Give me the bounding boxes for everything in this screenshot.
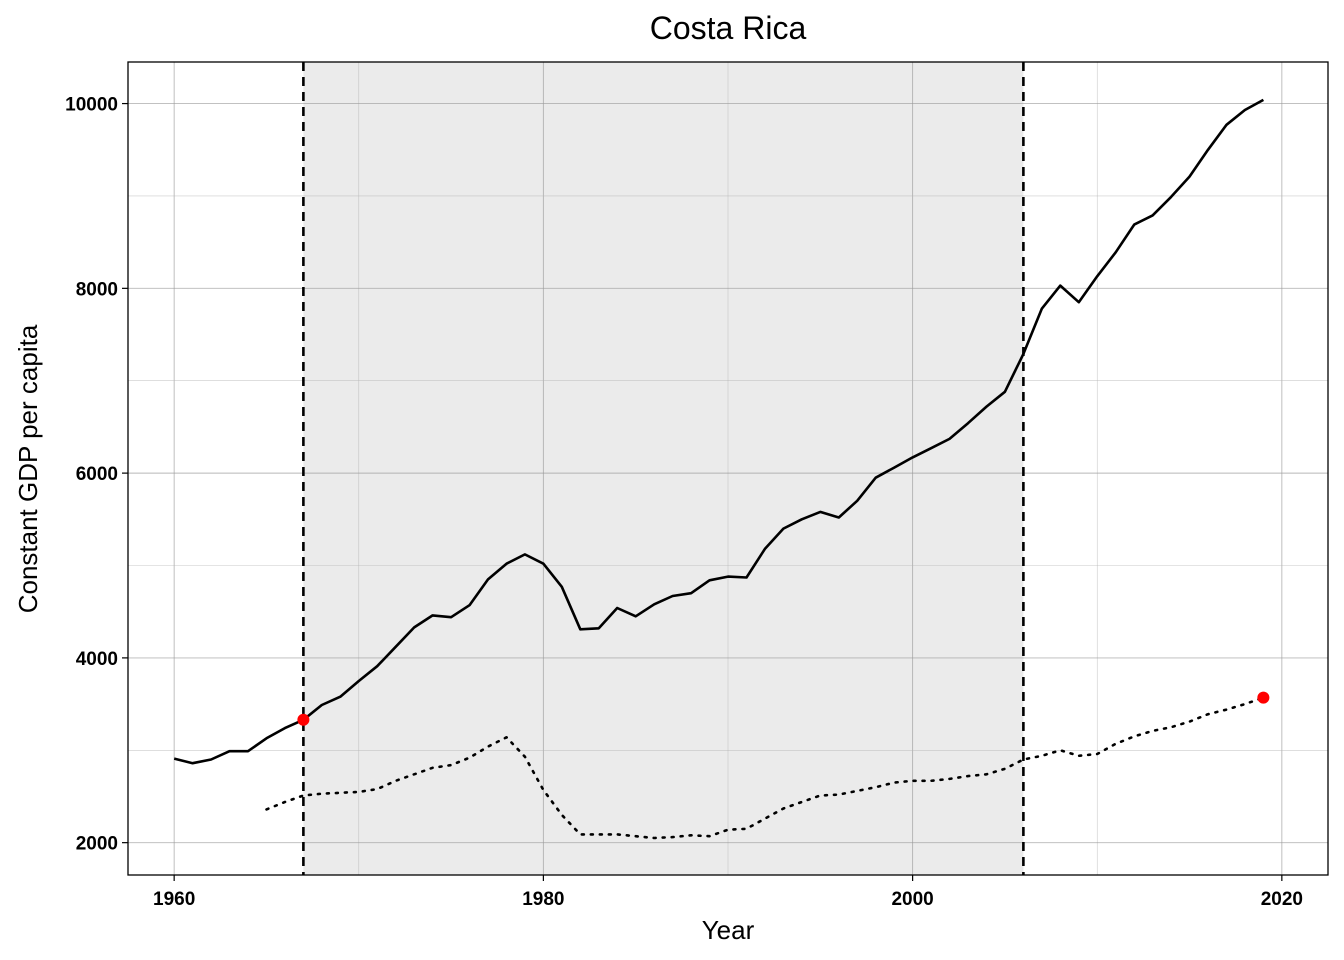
x-axis-title: Year	[702, 915, 755, 945]
x-tick-label: 2000	[891, 889, 933, 910]
y-axis-title: Constant GDP per capita	[13, 324, 43, 613]
y-tick-label: 8000	[76, 279, 118, 300]
x-tick-label: 2020	[1261, 889, 1303, 910]
x-tick-label: 1980	[522, 889, 564, 910]
solid-series-line	[173, 98, 1265, 765]
y-tick-label: 10000	[65, 95, 118, 116]
y-tick-label: 2000	[76, 834, 118, 855]
shaded-region	[303, 62, 1024, 875]
y-tick-label: 6000	[76, 464, 118, 485]
plot-area: 1960 1980 2000 2020 2000 4000 6000 8000 10000	[65, 61, 1329, 910]
dotted-series-line	[265, 696, 1265, 840]
y-tick-label: 4000	[76, 649, 118, 670]
chart-title: Costa Rica	[650, 10, 807, 46]
plot-border	[127, 61, 1329, 876]
highlight-point	[297, 713, 310, 726]
highlight-point	[1257, 691, 1270, 704]
x-tick-label: 1960	[153, 889, 195, 910]
